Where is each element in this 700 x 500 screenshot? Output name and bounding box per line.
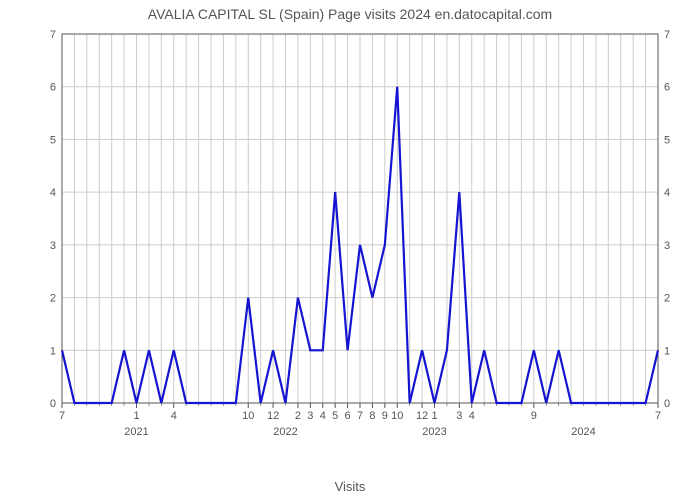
chart-svg: 0123456701234567714101223456789101213497… <box>40 30 680 445</box>
svg-text:2023: 2023 <box>422 426 446 438</box>
svg-text:12: 12 <box>267 410 279 422</box>
svg-text:6: 6 <box>50 82 56 94</box>
svg-text:4: 4 <box>469 410 475 422</box>
svg-text:1: 1 <box>50 345 56 357</box>
svg-text:3: 3 <box>456 410 462 422</box>
svg-text:10: 10 <box>242 410 254 422</box>
svg-text:1: 1 <box>664 345 670 357</box>
svg-text:9: 9 <box>382 410 388 422</box>
svg-text:10: 10 <box>391 410 403 422</box>
svg-text:0: 0 <box>664 398 670 410</box>
svg-text:7: 7 <box>50 30 56 41</box>
svg-text:2: 2 <box>664 293 670 305</box>
svg-text:4: 4 <box>320 410 326 422</box>
svg-text:3: 3 <box>664 240 670 252</box>
svg-text:4: 4 <box>664 187 670 199</box>
svg-text:8: 8 <box>369 410 375 422</box>
chart-title: AVALIA CAPITAL SL (Spain) Page visits 20… <box>0 6 700 22</box>
svg-text:3: 3 <box>307 410 313 422</box>
svg-text:1: 1 <box>431 410 437 422</box>
svg-text:12: 12 <box>416 410 428 422</box>
svg-text:6: 6 <box>345 410 351 422</box>
svg-text:7: 7 <box>59 410 65 422</box>
svg-text:2: 2 <box>295 410 301 422</box>
plot-area: 0123456701234567714101223456789101213497… <box>40 30 680 445</box>
svg-text:1: 1 <box>133 410 139 422</box>
svg-text:4: 4 <box>171 410 177 422</box>
svg-text:5: 5 <box>332 410 338 422</box>
svg-text:5: 5 <box>50 134 56 146</box>
svg-text:2022: 2022 <box>273 426 297 438</box>
svg-text:4: 4 <box>50 187 56 199</box>
svg-text:7: 7 <box>655 410 661 422</box>
x-axis-label: Visits <box>0 479 700 494</box>
svg-text:9: 9 <box>531 410 537 422</box>
svg-text:0: 0 <box>50 398 56 410</box>
svg-text:2024: 2024 <box>571 426 595 438</box>
svg-text:2021: 2021 <box>124 426 148 438</box>
svg-text:6: 6 <box>664 82 670 94</box>
svg-text:7: 7 <box>664 30 670 41</box>
svg-text:2: 2 <box>50 293 56 305</box>
svg-text:3: 3 <box>50 240 56 252</box>
svg-text:7: 7 <box>357 410 363 422</box>
svg-text:5: 5 <box>664 134 670 146</box>
chart-container: AVALIA CAPITAL SL (Spain) Page visits 20… <box>0 0 700 500</box>
